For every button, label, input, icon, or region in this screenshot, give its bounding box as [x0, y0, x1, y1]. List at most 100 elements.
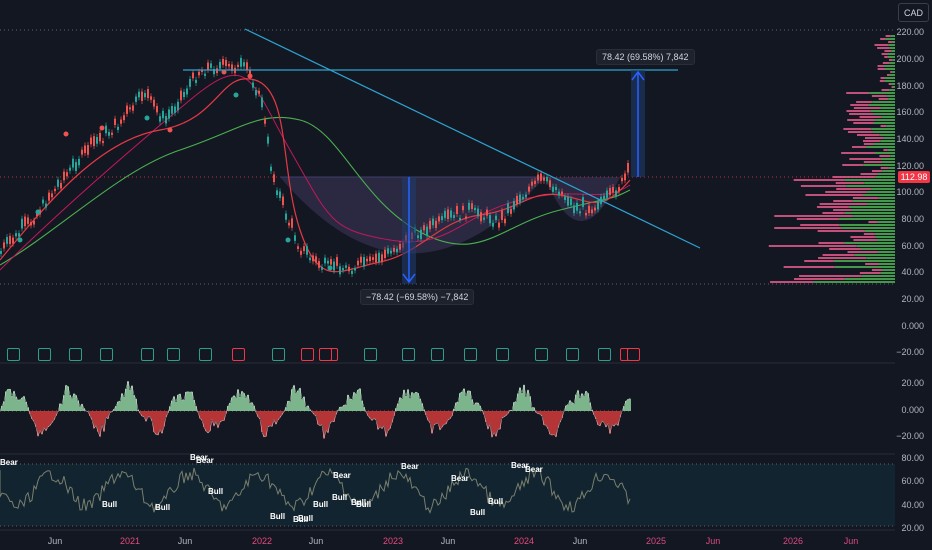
candle-body	[27, 217, 29, 224]
dividend-icon[interactable]	[319, 348, 332, 361]
earnings-icon[interactable]	[364, 348, 377, 361]
volume-bar-sell	[880, 125, 887, 127]
rsi-tick: 60.00	[901, 476, 924, 486]
earnings-icon[interactable]	[496, 348, 509, 361]
volume-bar-buy	[854, 254, 895, 256]
earnings-icon[interactable]	[598, 348, 611, 361]
candle-body	[564, 196, 566, 201]
volume-bar-buy	[869, 92, 895, 94]
candle-body	[357, 260, 359, 266]
volume-bar-buy	[856, 245, 895, 247]
earnings-icon[interactable]	[38, 348, 51, 361]
candle-body	[480, 212, 482, 222]
candle-body	[228, 63, 230, 67]
volume-bar-sell	[863, 233, 875, 235]
candle-body	[153, 99, 155, 107]
volume-bar-buy	[846, 185, 895, 187]
volume-bar-sell	[874, 44, 889, 46]
candle-body	[210, 63, 212, 68]
bear-signal-label: Bear	[451, 474, 469, 483]
volume-bar-buy	[892, 41, 895, 43]
candle-body	[36, 212, 38, 217]
volume-bar-sell	[768, 245, 857, 247]
volume-bar-sell	[877, 47, 890, 49]
volume-bar-sell	[863, 161, 883, 163]
rsi-tick: 40.00	[901, 500, 924, 510]
volume-bar-buy	[892, 71, 895, 73]
candle-body	[477, 208, 479, 217]
price-tick: 200.00	[896, 54, 924, 64]
rsi-band	[0, 464, 895, 526]
candle-body	[444, 210, 446, 218]
candle-body	[378, 252, 380, 262]
earnings-icon[interactable]	[232, 348, 245, 361]
volume-bar-buy	[848, 206, 895, 208]
volume-bar-buy	[872, 101, 895, 103]
candle-body	[495, 215, 497, 221]
earnings-icon[interactable]	[167, 348, 180, 361]
volume-bar-sell	[852, 197, 879, 199]
bull-signal-label: Bull	[208, 487, 224, 496]
volume-bar-sell	[859, 116, 882, 118]
bull-signal-label: Bull	[356, 500, 372, 509]
earnings-icon[interactable]	[141, 348, 154, 361]
pivot-dot	[99, 125, 105, 131]
candle-body	[399, 243, 401, 250]
candle-body	[186, 88, 188, 95]
time-tick: Jun	[705, 536, 721, 546]
earnings-icon[interactable]	[402, 348, 415, 361]
rsi-tick: 80.00	[901, 453, 924, 463]
earnings-icon[interactable]	[301, 348, 314, 361]
volume-bar-sell	[832, 176, 876, 178]
candle-body	[141, 91, 143, 101]
ema-fast-line	[0, 78, 631, 273]
volume-bar-sell	[793, 179, 845, 181]
volume-bar-buy	[877, 251, 895, 253]
volume-bar-buy	[886, 95, 895, 97]
earnings-icon[interactable]	[272, 348, 285, 361]
earnings-icon[interactable]	[199, 348, 212, 361]
oscillator-tick: −20.00	[896, 431, 924, 441]
earnings-icon[interactable]	[566, 348, 579, 361]
candle-body	[624, 173, 626, 181]
volume-bar-buy	[889, 62, 895, 64]
candle-body	[372, 257, 374, 260]
candle-body	[129, 107, 131, 110]
time-tick: Jun	[308, 536, 324, 546]
bull-signal-label: Bull	[332, 493, 348, 502]
candle-body	[525, 194, 527, 198]
currency-badge[interactable]: CAD	[898, 3, 929, 22]
candle-body	[339, 266, 341, 275]
earnings-icon[interactable]	[535, 348, 548, 361]
volume-bar-sell	[818, 257, 867, 259]
candle-body	[240, 57, 242, 67]
volume-bar-sell	[856, 134, 880, 136]
candle-body	[522, 196, 524, 200]
volume-bar-sell	[863, 143, 874, 145]
bull-signal-label: Bull	[488, 497, 504, 506]
volume-bar-sell	[783, 266, 835, 268]
earnings-icon[interactable]	[627, 348, 640, 361]
candle-body	[417, 235, 419, 239]
candle-body	[216, 68, 218, 74]
volume-bar-buy	[868, 104, 895, 106]
earnings-icon[interactable]	[464, 348, 477, 361]
candle-body	[42, 199, 44, 204]
candle-body	[252, 82, 254, 88]
bull-signal-label: Bull	[470, 508, 486, 517]
volume-bar-sell	[846, 110, 871, 112]
candle-body	[114, 118, 116, 125]
earnings-icon[interactable]	[7, 348, 20, 361]
earnings-icon[interactable]	[69, 348, 82, 361]
candle-body	[471, 203, 473, 210]
volume-bar-buy	[851, 209, 895, 211]
candle-body	[249, 69, 251, 77]
candle-body	[381, 254, 383, 263]
osc-signal-line	[0, 381, 631, 439]
candle-body	[609, 188, 611, 196]
volume-bar-buy	[877, 221, 895, 223]
earnings-icon[interactable]	[431, 348, 444, 361]
earnings-icon[interactable]	[100, 348, 113, 361]
volume-bar-buy	[887, 56, 895, 58]
